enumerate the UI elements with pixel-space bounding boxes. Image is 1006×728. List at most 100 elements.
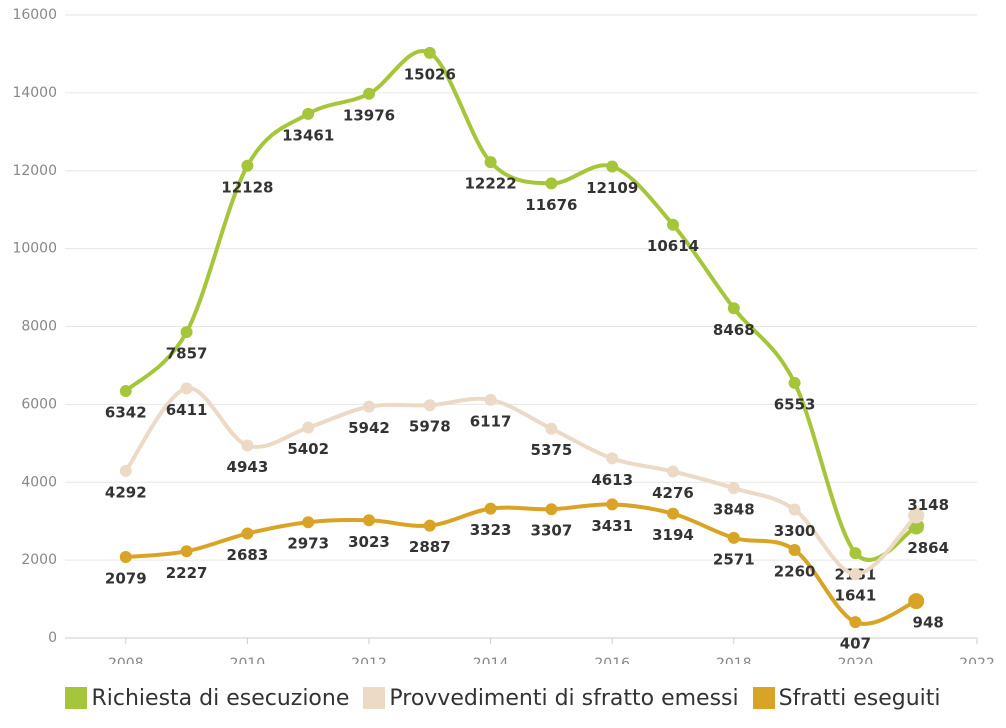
y-tick-label: 8000 — [21, 319, 57, 335]
data-point — [667, 507, 679, 520]
x-tick-label: 2010 — [230, 656, 266, 664]
x-tick-label: 2020 — [838, 656, 874, 664]
data-point — [241, 439, 254, 452]
y-tick-label: 0 — [48, 630, 57, 646]
data-point — [545, 177, 558, 190]
data-label: 948 — [913, 614, 944, 632]
data-point — [788, 503, 801, 516]
x-tick-label: 2008 — [108, 656, 144, 664]
data-point — [908, 507, 925, 524]
data-label: 7857 — [166, 345, 208, 363]
data-point — [302, 107, 315, 120]
data-point — [788, 544, 801, 557]
data-label: 3323 — [470, 521, 512, 539]
data-label: 8468 — [713, 321, 755, 339]
legend-item: Richiesta di esecuzione — [65, 686, 349, 711]
data-label: 5942 — [348, 419, 390, 437]
data-label: 2887 — [409, 538, 451, 556]
data-point — [302, 421, 315, 434]
data-point — [363, 87, 375, 100]
x-tick-label: 2014 — [473, 656, 509, 664]
legend-swatch — [363, 687, 386, 709]
data-label: 3148 — [907, 496, 949, 514]
series-line — [124, 49, 918, 562]
data-point — [606, 452, 619, 465]
y-tick-label: 12000 — [12, 163, 57, 179]
data-point — [484, 156, 497, 169]
data-point — [363, 514, 375, 527]
data-point — [667, 218, 679, 231]
y-tick-label: 14000 — [12, 85, 57, 101]
legend-swatch — [65, 687, 88, 709]
data-label: 13976 — [343, 106, 395, 124]
legend-swatch — [752, 687, 775, 709]
data-point — [484, 393, 497, 406]
data-label: 2683 — [227, 546, 269, 564]
data-point — [908, 593, 925, 610]
data-label: 4292 — [105, 483, 147, 501]
data-label: 2973 — [287, 535, 329, 553]
data-label: 12128 — [221, 178, 273, 196]
legend-label: Provvedimenti di sfratto emessi — [389, 685, 739, 711]
data-label: 6342 — [105, 404, 147, 422]
data-label: 11676 — [525, 196, 577, 214]
data-label: 2571 — [713, 550, 755, 568]
x-tick-label: 2016 — [594, 656, 630, 664]
data-label: 6553 — [774, 395, 816, 413]
data-point — [849, 568, 862, 581]
data-point — [363, 400, 375, 413]
legend: Richiesta di esecuzione Provvedimenti di … — [0, 668, 1006, 728]
y-tick-label: 2000 — [21, 552, 57, 568]
data-label: 3194 — [652, 526, 694, 544]
data-label: 4613 — [591, 471, 633, 489]
data-label: 5402 — [287, 440, 329, 458]
data-label: 5375 — [531, 441, 573, 459]
data-label: 1641 — [835, 587, 877, 605]
data-point — [180, 326, 193, 339]
data-label: 6117 — [470, 412, 512, 430]
data-label: 3431 — [591, 517, 633, 535]
data-label: 12222 — [465, 175, 517, 193]
data-point — [545, 422, 558, 435]
y-tick-label: 16000 — [12, 7, 57, 23]
data-point — [788, 376, 801, 389]
data-label: 3848 — [713, 501, 755, 519]
data-label: 2079 — [105, 570, 147, 588]
data-label: 10614 — [647, 237, 699, 255]
data-point — [545, 503, 558, 516]
data-point — [180, 382, 193, 395]
x-tick-label: 2012 — [351, 656, 387, 664]
data-label: 2227 — [166, 564, 208, 582]
data-label: 2864 — [907, 539, 949, 557]
data-point — [727, 302, 740, 315]
legend-item: Sfratti eseguiti — [752, 685, 941, 711]
data-point — [180, 545, 193, 558]
data-label: 5978 — [409, 418, 451, 436]
data-point — [302, 516, 315, 529]
data-label: 407 — [840, 635, 871, 653]
data-label: 15026 — [404, 65, 456, 83]
data-point — [423, 519, 436, 532]
y-tick-label: 10000 — [12, 241, 57, 257]
x-tick-label: 2018 — [716, 656, 752, 664]
data-point — [727, 482, 740, 495]
data-point — [423, 399, 436, 412]
data-point — [241, 527, 254, 540]
data-label: 4276 — [652, 484, 694, 502]
data-point — [119, 464, 132, 477]
data-point — [727, 531, 740, 544]
legend-label: Sfratti eseguiti — [778, 685, 941, 711]
data-point — [606, 160, 619, 173]
chart: 0 2000 4000 6000 8000 10000 12000 14000 16000 200… — [12, 7, 994, 672]
data-label: 13461 — [282, 126, 334, 144]
data-label: 4943 — [227, 458, 269, 476]
y-tick-label: 4000 — [21, 474, 57, 490]
data-label: 6411 — [166, 401, 208, 419]
legend-item: Provvedimenti di sfratto emessi — [363, 685, 739, 711]
data-label: 3300 — [774, 522, 816, 540]
data-point — [606, 498, 619, 511]
data-point — [849, 547, 862, 560]
data-point — [119, 385, 132, 398]
data-point — [423, 46, 436, 59]
